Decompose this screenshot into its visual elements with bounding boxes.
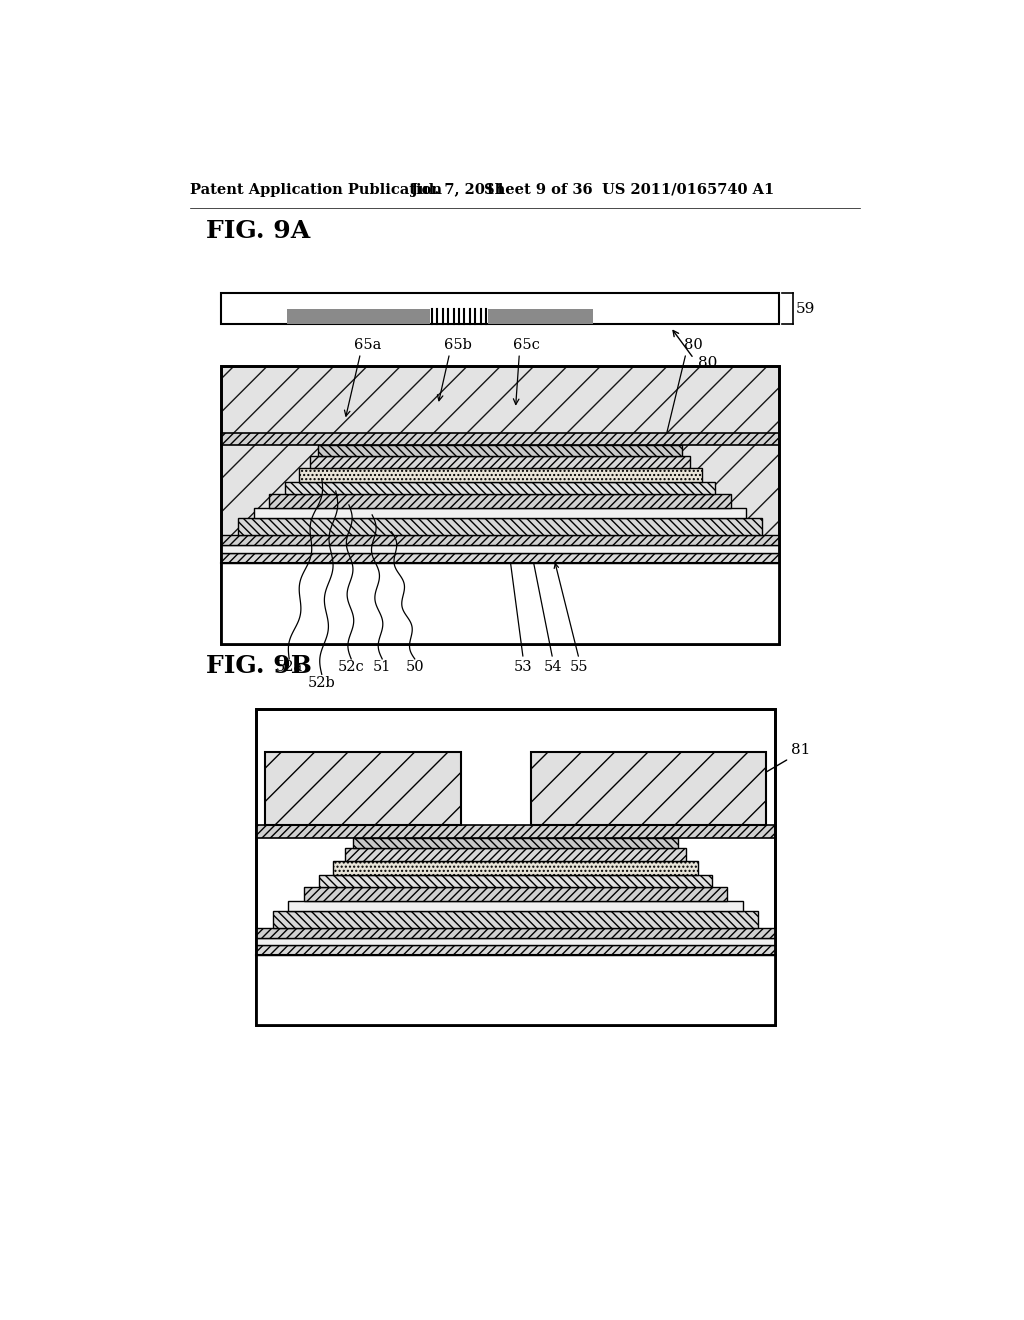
Text: 65b: 65b [444,338,472,351]
Bar [221,535,779,545]
Text: Sheet 9 of 36: Sheet 9 of 36 [484,183,593,197]
Text: Jul. 7, 2011: Jul. 7, 2011 [411,183,505,197]
Bar [221,562,779,644]
Text: FIG. 9A: FIG. 9A [206,219,309,243]
Bar [345,849,686,861]
Text: 53: 53 [514,660,532,675]
Bar [319,875,712,887]
Bar [273,911,758,928]
Bar [352,838,678,849]
Bar [531,752,766,825]
Text: 51: 51 [373,660,391,675]
Bar [304,887,727,900]
Bar [256,937,775,945]
Bar [221,366,779,644]
Bar [256,945,775,956]
Text: 65c: 65c [513,338,540,351]
Bar [256,928,775,937]
Bar [221,545,779,553]
Bar [269,494,731,508]
Bar [256,709,775,1024]
Text: FIG. 9B: FIG. 9B [206,655,311,678]
Bar [289,900,742,911]
Text: 54: 54 [544,660,562,675]
Bar [334,861,697,875]
Bar [221,553,779,562]
Text: 50: 50 [406,660,424,675]
Bar [256,956,775,1024]
Bar [317,445,682,455]
Bar [310,455,690,469]
Text: 52a: 52a [275,660,303,675]
Text: 65a: 65a [354,338,382,351]
Bar [221,366,779,644]
Text: 59: 59 [796,301,815,315]
Bar [487,309,593,323]
Text: 52c: 52c [338,660,365,675]
Text: 80: 80 [697,356,717,371]
Text: 81: 81 [791,743,810,758]
Bar [256,709,775,1024]
Text: 52b: 52b [308,676,336,690]
Bar [299,469,701,482]
Text: Patent Application Publication: Patent Application Publication [190,183,442,197]
Bar [254,508,746,517]
Bar [287,309,430,323]
Bar [256,825,775,838]
Bar [221,433,779,445]
Bar [265,752,461,825]
Bar [285,482,716,494]
Text: US 2011/0165740 A1: US 2011/0165740 A1 [602,183,774,197]
Text: 80: 80 [684,338,703,351]
Text: 55: 55 [569,660,589,675]
Bar [221,293,779,323]
Bar [238,517,762,535]
